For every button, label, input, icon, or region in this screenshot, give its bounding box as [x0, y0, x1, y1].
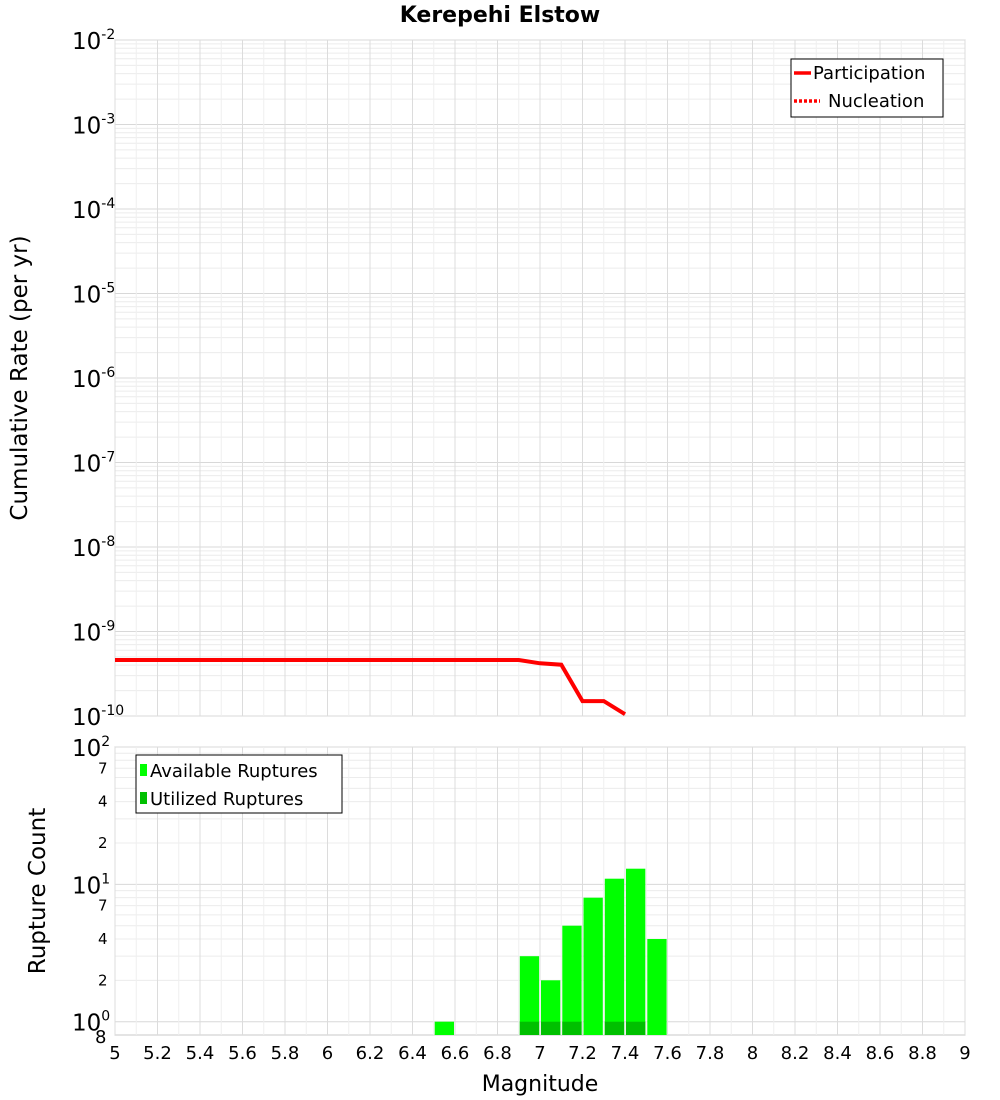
available-rupture-bar — [604, 878, 625, 1035]
available-rupture-bar — [626, 868, 646, 1035]
x-tick-label: 5 — [109, 1043, 120, 1064]
top-y-tick-label: 10-3 — [72, 112, 115, 140]
top-y-axis-label: Cumulative Rate (per yr) — [7, 235, 33, 520]
x-tick-label: 8.8 — [908, 1043, 937, 1064]
x-tick-labels: 5 5.2 5.4 5.6 5.8 6 6.2 6.4 6.6 6.8 7 7.2 7.4 7.6 7.8 8… — [109, 1043, 970, 1064]
x-axis-label: Magnitude — [482, 1072, 599, 1097]
x-tick-label: 5.8 — [271, 1043, 300, 1064]
legend-utilized-swatch — [140, 792, 147, 804]
bottom-bars — [434, 868, 667, 1035]
series-line-participation — [115, 658, 627, 716]
x-tick-label: 5.2 — [143, 1043, 172, 1064]
legend-participation-label: Participation — [813, 63, 925, 84]
x-tick-label: 7.2 — [568, 1043, 597, 1064]
bottom-legend: Available Ruptures Utilized Ruptures — [135, 754, 343, 814]
top-plot: 10-2 10-3 10-4 10-5 10-6 10-7 10-8 10-9 10-10 Cu… — [7, 27, 966, 731]
available-rupture-bar — [583, 897, 603, 1035]
x-tick-label: 6.4 — [398, 1043, 427, 1064]
utilized-rupture-bar — [562, 1021, 582, 1035]
x-tick-label: 7.6 — [653, 1043, 682, 1064]
bottom-y-minor-tick-label: 2 — [98, 834, 108, 852]
bottom-legend-box — [135, 754, 343, 814]
legend-nucleation-label: Nucleation — [828, 91, 924, 112]
top-y-tick-label: 10-9 — [72, 619, 115, 647]
x-tick-label: 6.8 — [483, 1043, 512, 1064]
bottom-y-tick-label: 101 — [72, 871, 110, 899]
utilized-rupture-bar — [604, 1021, 625, 1035]
x-tick-label: 8 — [747, 1043, 758, 1064]
chart-title: Kerepehi Elstow — [400, 3, 601, 28]
x-tick-label: 5.4 — [186, 1043, 215, 1064]
bottom-y-axis-label: Rupture Count — [25, 808, 51, 974]
x-tick-label: 7.8 — [696, 1043, 725, 1064]
utilized-rupture-bar — [541, 1021, 561, 1035]
x-tick-label: 5.6 — [228, 1043, 257, 1064]
top-y-tick-label: 10-4 — [72, 196, 115, 224]
top-y-tick-label: 10-7 — [72, 450, 115, 478]
x-tick-label: 8.2 — [781, 1043, 810, 1064]
bottom-y-minor-tick-label: 4 — [98, 930, 108, 948]
x-tick-label: 6.6 — [441, 1043, 470, 1064]
bottom-y-tick-label: 102 — [72, 734, 110, 762]
top-legend-box — [790, 58, 944, 118]
x-tick-label: 6.2 — [356, 1043, 385, 1064]
available-rupture-bar — [541, 980, 561, 1035]
utilized-rupture-bar — [626, 1021, 646, 1035]
legend-utilized-label: Utilized Ruptures — [150, 789, 303, 810]
available-rupture-bar — [519, 956, 540, 1035]
x-tick-label: 9 — [959, 1043, 970, 1064]
top-y-tick-label: 10-5 — [72, 281, 115, 309]
legend-available-swatch — [140, 764, 147, 776]
bottom-grid — [114, 746, 966, 1035]
bottom-y-minor-tick-label: 8 — [95, 1027, 106, 1048]
available-rupture-bar — [434, 1021, 454, 1035]
available-rupture-bar — [562, 925, 582, 1035]
x-tick-label: 6 — [322, 1043, 333, 1064]
bottom-y-minor-tick-label: 7 — [98, 897, 108, 915]
legend-available-label: Available Ruptures — [150, 761, 318, 782]
bottom-y-minor-tick-label: 2 — [98, 971, 108, 989]
utilized-rupture-bar — [519, 1021, 540, 1035]
x-tick-label: 7.4 — [611, 1043, 640, 1064]
top-y-tick-labels: 10-2 10-3 10-4 10-5 10-6 10-7 10-8 10-9 10-10 — [72, 27, 124, 731]
available-rupture-bar — [647, 939, 667, 1035]
top-y-tick-label: 10-2 — [72, 27, 115, 55]
bottom-y-minor-tick-label: 4 — [98, 793, 108, 811]
top-y-tick-label: 10-10 — [72, 703, 124, 731]
top-grid — [114, 39, 966, 717]
x-tick-label: 8.4 — [823, 1043, 852, 1064]
top-series — [115, 658, 627, 716]
top-y-tick-label: 10-6 — [72, 365, 115, 393]
bottom-y-minor-tick-label: 7 — [98, 759, 108, 777]
top-y-tick-label: 10-8 — [72, 534, 115, 562]
top-legend: Participation Nucleation — [790, 58, 944, 118]
x-tick-label: 7 — [534, 1043, 545, 1064]
x-tick-label: 8.6 — [866, 1043, 895, 1064]
